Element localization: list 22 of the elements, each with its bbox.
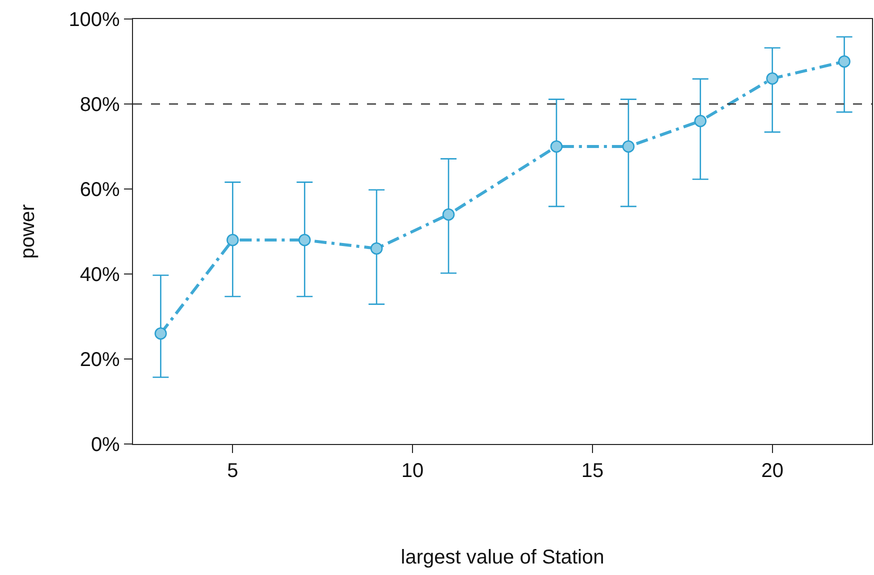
point [838, 55, 850, 68]
x-tick-label: 10 [401, 460, 424, 482]
point [154, 327, 167, 340]
point [766, 72, 778, 85]
point [550, 140, 563, 153]
x-tick-label: 15 [581, 460, 604, 482]
point [622, 140, 635, 153]
x-tick-label: 20 [761, 460, 784, 482]
y-tick-label: 80% [80, 94, 120, 116]
x-tick-label: 5 [227, 460, 238, 482]
x-axis-title: largest value of Station [400, 546, 604, 569]
point [370, 242, 383, 255]
point [298, 234, 311, 246]
y-axis-title: power [17, 204, 40, 259]
y-tick-label: 40% [80, 264, 120, 286]
point [442, 208, 455, 221]
y-tick-label: 0% [90, 434, 120, 456]
point [694, 114, 707, 128]
y-tick-label: 100% [68, 9, 120, 31]
point [226, 234, 239, 246]
y-tick-label: 60% [80, 179, 120, 201]
y-tick-label: 20% [80, 349, 120, 371]
